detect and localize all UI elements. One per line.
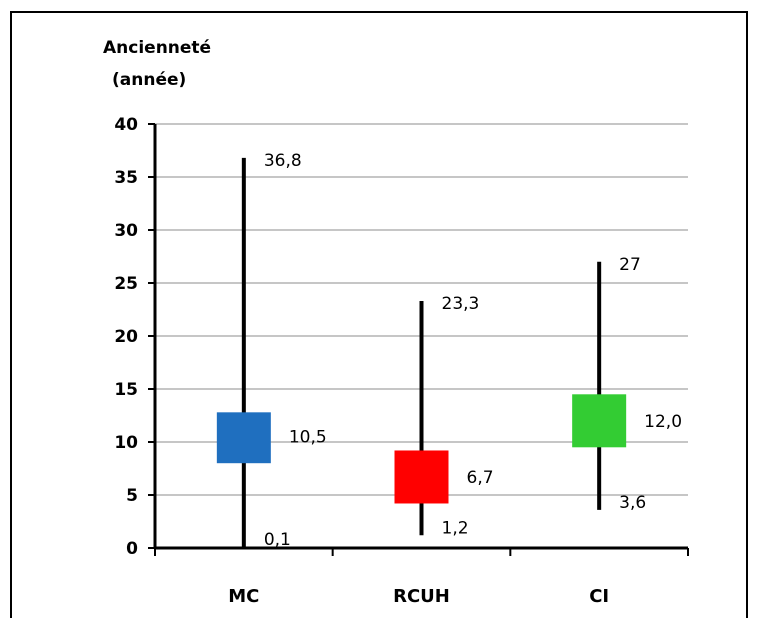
y-axis-title-line1: Ancienneté [103,38,211,58]
label-max-ci: 27 [619,255,641,275]
label-max-mc: 36,8 [264,151,302,171]
box-mc [216,412,271,464]
box-ci [572,394,627,448]
label-median-mc: 10,5 [289,428,327,448]
x-category-label: CI [589,586,609,607]
chart-marks [216,157,627,547]
label-min-rcuh: 1,2 [442,518,469,538]
label-median-rcuh: 6,7 [467,468,494,488]
y-tick-label: 5 [126,486,138,506]
y-tick-label: 30 [114,221,138,241]
label-min-mc: 0,1 [264,530,291,550]
label-max-rcuh: 23,3 [442,294,480,314]
data-labels: MC RCUH CI 36,8 10,5 0,1 23,3 6,7 1,2 27 12,0 3,6 [228,151,682,607]
y-axis-title-line2: (année) [112,70,186,90]
axes [148,123,689,556]
y-tick-label: 15 [114,380,138,400]
label-min-ci: 3,6 [619,493,646,513]
label-median-ci: 12,0 [644,412,682,432]
y-tick-label: 20 [114,327,138,347]
y-tick-label: 10 [114,433,138,453]
x-category-label: RCUH [393,586,450,607]
box-rcuh [394,450,449,504]
y-tick-label: 35 [114,168,138,188]
y-tick-label: 25 [114,274,138,294]
y-axis-ticks: 0 5 10 15 20 25 30 35 40 [114,115,138,559]
y-tick-label: 40 [114,115,138,135]
y-tick-label: 0 [126,539,138,559]
x-category-label: MC [228,586,259,607]
chart-frame [10,11,748,618]
